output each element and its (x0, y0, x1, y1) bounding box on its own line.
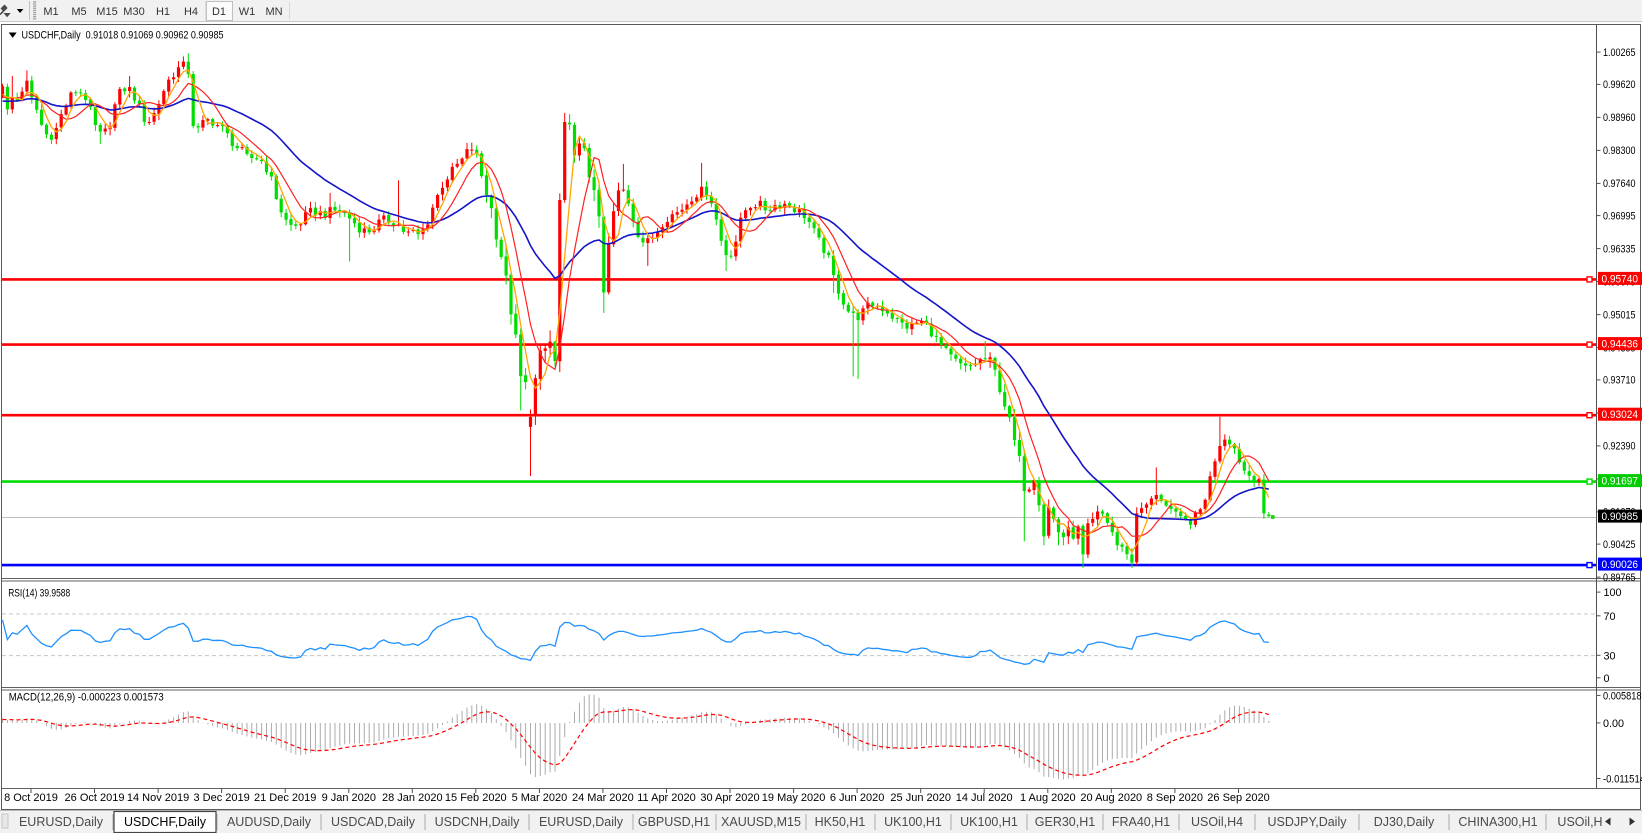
svg-text:RSI(14) 39.9588: RSI(14) 39.9588 (8, 588, 70, 600)
svg-text:19 May 2020: 19 May 2020 (762, 792, 826, 804)
svg-text:GBPUSD,H1: GBPUSD,H1 (638, 815, 710, 829)
svg-text:DJ30,Daily: DJ30,Daily (1374, 815, 1435, 829)
svg-text:0.00: 0.00 (1603, 718, 1624, 730)
svg-text:70: 70 (1604, 611, 1616, 623)
svg-text:0: 0 (1604, 673, 1610, 685)
svg-text:M30: M30 (123, 6, 144, 18)
svg-text:UK100,H1: UK100,H1 (884, 815, 942, 829)
svg-text:0.92390: 0.92390 (1603, 441, 1636, 453)
svg-text:28 Jan 2020: 28 Jan 2020 (382, 792, 443, 804)
svg-text:30: 30 (1604, 650, 1616, 662)
svg-text:0.005818: 0.005818 (1603, 690, 1642, 702)
svg-text:25 Jun 2020: 25 Jun 2020 (890, 792, 951, 804)
svg-text:8 Sep 2020: 8 Sep 2020 (1147, 792, 1203, 804)
svg-text:HK50,H1: HK50,H1 (815, 815, 866, 829)
svg-text:11 Apr 2020: 11 Apr 2020 (637, 792, 696, 804)
svg-text:0.98960: 0.98960 (1603, 112, 1636, 124)
svg-text:0.93710: 0.93710 (1603, 375, 1636, 387)
svg-text:EURUSD,Daily: EURUSD,Daily (19, 815, 104, 829)
svg-text:MACD(12,26,9) -0.000223 0.0015: MACD(12,26,9) -0.000223 0.001573 (9, 692, 164, 704)
svg-text:0.96995: 0.96995 (1603, 210, 1636, 222)
svg-text:3 Dec 2019: 3 Dec 2019 (193, 792, 249, 804)
svg-text:0.90026: 0.90026 (1602, 559, 1639, 571)
svg-text:AUDUSD,Daily: AUDUSD,Daily (227, 815, 312, 829)
svg-text:H1: H1 (156, 6, 170, 18)
svg-text:CHINA300,H1: CHINA300,H1 (1458, 815, 1537, 829)
svg-text:24 Mar 2020: 24 Mar 2020 (572, 792, 634, 804)
svg-text:USDCNH,Daily: USDCNH,Daily (435, 815, 520, 829)
svg-text:0.90425: 0.90425 (1603, 539, 1636, 551)
svg-text:0.91697: 0.91697 (1602, 476, 1639, 488)
svg-text:M1: M1 (43, 6, 58, 18)
svg-text:14 Nov 2019: 14 Nov 2019 (127, 792, 189, 804)
svg-text:9 Jan 2020: 9 Jan 2020 (322, 792, 376, 804)
svg-text:USDJPY,Daily: USDJPY,Daily (1268, 815, 1348, 829)
svg-text:-0.011514: -0.011514 (1603, 774, 1642, 786)
svg-text:GER30,H1: GER30,H1 (1035, 815, 1095, 829)
svg-text:21 Dec 2019: 21 Dec 2019 (254, 792, 316, 804)
svg-text:EURUSD,Daily: EURUSD,Daily (539, 815, 624, 829)
svg-text:0.97640: 0.97640 (1603, 178, 1636, 190)
svg-text:XAUUSD,M15: XAUUSD,M15 (721, 815, 801, 829)
svg-text:0.93024: 0.93024 (1602, 409, 1639, 421)
svg-text:USOil,H: USOil,H (1557, 815, 1602, 829)
svg-text:20 Aug 2020: 20 Aug 2020 (1080, 792, 1142, 804)
svg-text:26 Sep 2020: 26 Sep 2020 (1207, 792, 1269, 804)
svg-text:USOil,H4: USOil,H4 (1191, 815, 1243, 829)
svg-text:0.89765: 0.89765 (1603, 572, 1636, 584)
svg-text:15 Feb 2020: 15 Feb 2020 (445, 792, 507, 804)
svg-text:M5: M5 (71, 6, 86, 18)
svg-text:USDCAD,Daily: USDCAD,Daily (331, 815, 416, 829)
svg-text:0.95740: 0.95740 (1602, 273, 1639, 285)
svg-text:0.95015: 0.95015 (1603, 309, 1636, 321)
svg-text:6 Jun 2020: 6 Jun 2020 (830, 792, 884, 804)
svg-text:USDCHF,Daily 0.91018 0.91069: USDCHF,Daily 0.91018 0.91069 0.90962 0.9… (22, 30, 224, 42)
svg-text:MN: MN (265, 6, 282, 18)
svg-text:USDCHF,Daily: USDCHF,Daily (124, 815, 207, 829)
svg-text:0.96335: 0.96335 (1603, 243, 1636, 255)
svg-text:0.94436: 0.94436 (1602, 339, 1639, 351)
svg-text:0.99620: 0.99620 (1603, 79, 1636, 91)
svg-text:0.90985: 0.90985 (1602, 511, 1639, 523)
svg-text:1.00265: 1.00265 (1603, 47, 1636, 59)
svg-text:30 Apr 2020: 30 Apr 2020 (700, 792, 759, 804)
svg-text:W1: W1 (239, 6, 256, 18)
svg-text:D1: D1 (212, 6, 226, 18)
svg-text:H4: H4 (184, 6, 198, 18)
svg-text:26 Oct 2019: 26 Oct 2019 (65, 792, 125, 804)
svg-text:FRA40,H1: FRA40,H1 (1112, 815, 1170, 829)
svg-text:1 Aug 2020: 1 Aug 2020 (1020, 792, 1076, 804)
svg-text:100: 100 (1604, 587, 1622, 599)
svg-text:8 Oct 2019: 8 Oct 2019 (4, 792, 58, 804)
svg-text:0.98300: 0.98300 (1603, 145, 1636, 157)
svg-text:14 Jul 2020: 14 Jul 2020 (956, 792, 1013, 804)
svg-text:UK100,H1: UK100,H1 (960, 815, 1018, 829)
svg-text:M15: M15 (96, 6, 117, 18)
svg-text:5 Mar 2020: 5 Mar 2020 (512, 792, 568, 804)
